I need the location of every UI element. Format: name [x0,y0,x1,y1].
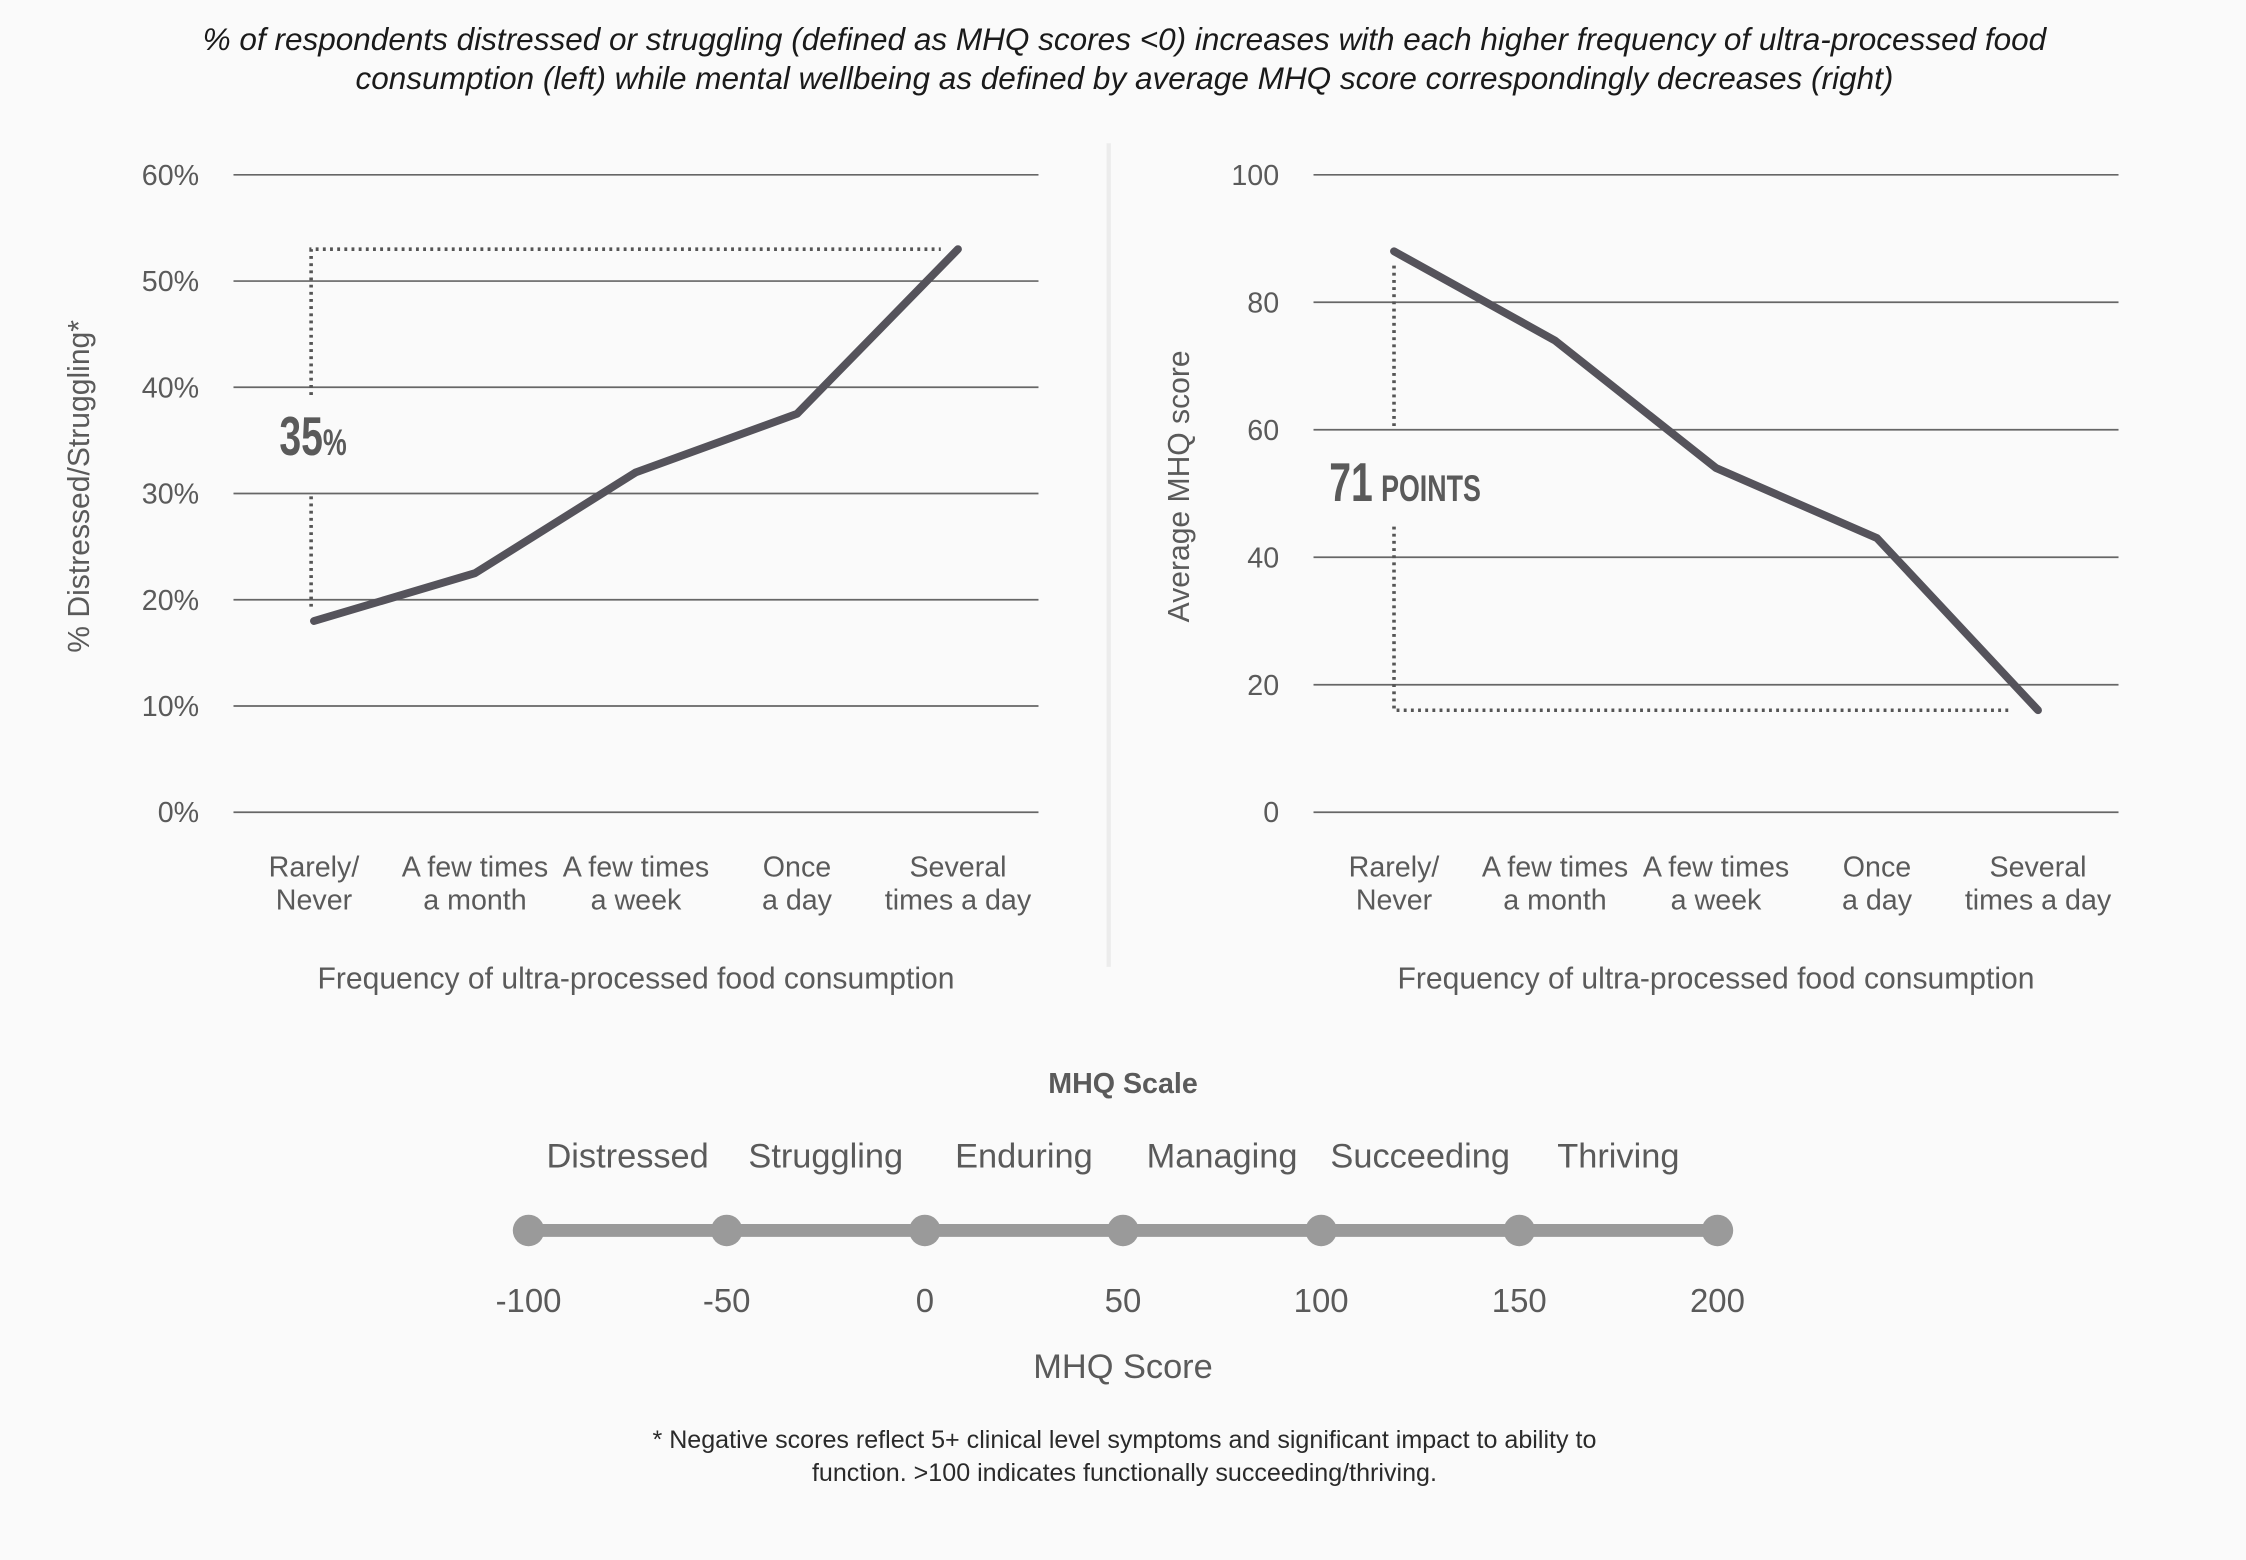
annotation-text: 35% [279,407,346,468]
y-tick-label: 40 [1247,542,1279,574]
y-tick-label: 60 [1247,415,1279,447]
footnote: * Negative scores reflect 5+ clinical le… [652,1425,1597,1487]
y-tick-label: 20 [1247,670,1279,702]
y-tick-label: 50% [142,266,199,298]
scale-point [1107,1214,1139,1247]
band-label: Distressed [546,1137,708,1175]
scale-point [909,1214,941,1247]
y-tick-label: 40% [142,372,199,404]
band-label: Succeeding [1330,1137,1510,1175]
scale-point [1305,1214,1337,1247]
y-tick-label: 60% [142,160,199,192]
x-tick-label: Once a day [762,852,833,917]
annotation-bg [276,409,384,467]
scale-point [512,1214,545,1247]
data-line [1390,247,2042,715]
band-label: Struggling [748,1137,903,1175]
y-tick-label: 30% [142,479,199,511]
x-tick-label: A few times a week [563,852,709,917]
x-tick-label: -50 [703,1282,751,1319]
scale-point [1701,1214,1734,1247]
y-axis-label: Average MHQ score [1163,350,1196,622]
x-axis-label: Frequency of ultra-processed food consum… [317,962,954,995]
data-line [310,245,962,625]
annotation-text: 71 POINTS [1329,453,1481,514]
x-tick-label: A few times a week [1643,852,1789,917]
annotation-bracket [309,247,941,607]
annotation-bracket [1392,265,2013,713]
scale-point [1503,1214,1536,1247]
x-tick-label: 100 [1294,1282,1349,1319]
x-tick-label: 200 [1690,1282,1745,1319]
scale-point [710,1214,743,1247]
y-axis-label: % Distressed/Struggling* [63,320,96,653]
annotation-suffix: % [323,422,347,463]
band-label: Enduring [955,1137,1093,1175]
x-tick-label: A few times a month [402,852,548,917]
x-tick-label: Several times a day [885,852,1032,917]
x-tick-label: Once a day [1842,852,1913,917]
y-tick-label: 0 [1263,797,1279,829]
band-label: Thriving [1557,1137,1679,1175]
title-box: % of respondents distressed or strugglin… [202,21,2047,97]
band-label: Managing [1147,1137,1298,1175]
chart-title: % of respondents distressed or strugglin… [202,21,2047,97]
y-tick-label: 100 [1231,160,1279,192]
scale-title: MHQ Scale [1048,1068,1198,1100]
x-tick-label: Several times a day [1965,852,2112,917]
x-tick-label: Rarely/Never [269,852,360,917]
y-tick-label: 80 [1247,287,1279,319]
annotation-bg [1326,454,1507,513]
y-tick-label: 10% [142,691,199,723]
y-tick-label: 0% [158,797,199,829]
footnote-box: * Negative scores reflect 5+ clinical le… [652,1425,1597,1487]
x-tick-label: 150 [1492,1282,1547,1319]
y-tick-label: 20% [142,585,199,617]
x-tick-label: -100 [496,1282,562,1319]
x-tick-label: 0 [916,1282,934,1319]
x-tick-label: A few times a month [1482,852,1628,917]
annotation-number: 35 [279,407,323,468]
x-tick-label: 50 [1105,1282,1142,1319]
x-axis-label: Frequency of ultra-processed food consum… [1398,962,2035,995]
x-tick-label: Rarely/Never [1349,852,1440,917]
annotation-number: 71 [1329,453,1373,514]
x-axis-label: MHQ Score [1033,1348,1212,1386]
annotation-suffix: POINTS [1381,468,1481,509]
